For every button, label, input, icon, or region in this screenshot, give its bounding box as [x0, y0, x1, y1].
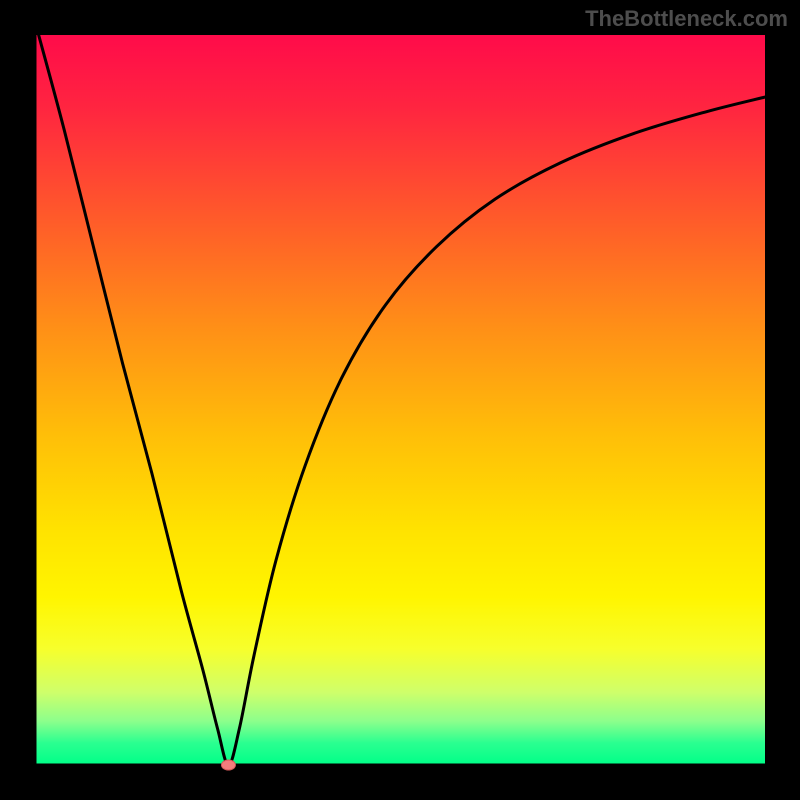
- watermark-label: TheBottleneck.com: [585, 6, 788, 32]
- plot-area: [35, 35, 765, 765]
- chart-svg: [0, 0, 800, 800]
- min-marker: [221, 760, 235, 770]
- chart-container: TheBottleneck.com: [0, 0, 800, 800]
